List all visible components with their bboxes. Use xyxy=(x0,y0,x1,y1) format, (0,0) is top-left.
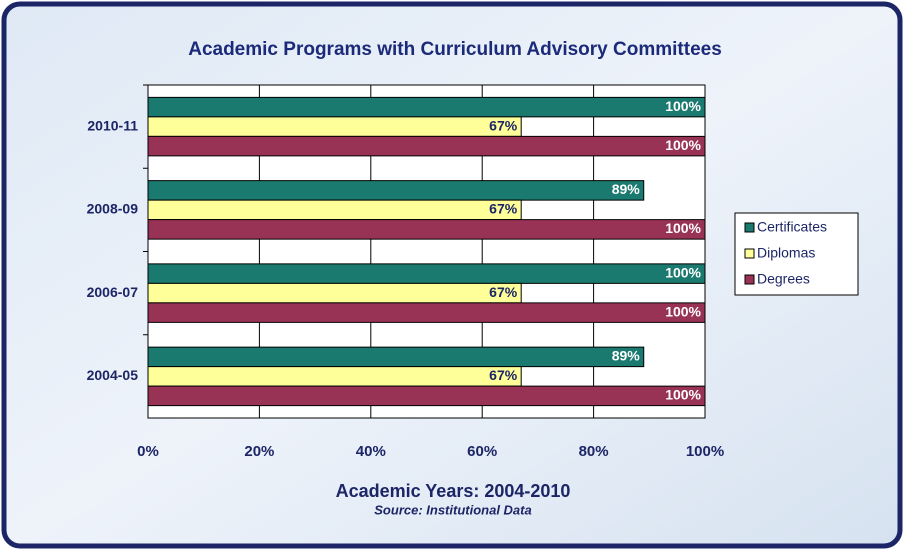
bar xyxy=(147,219,706,240)
data-label: 89% xyxy=(612,348,641,364)
y-tick-label: 2010-11 xyxy=(87,117,138,133)
x-tick-label: 0% xyxy=(137,443,159,460)
bar xyxy=(147,346,645,368)
subtitle: Source: Institutional Data xyxy=(374,502,531,517)
data-label: 67% xyxy=(489,284,518,300)
x-tick-label: 100% xyxy=(686,443,724,460)
legend-swatch xyxy=(744,274,755,285)
x-tick-label: 20% xyxy=(244,443,274,460)
bar xyxy=(147,116,522,137)
legend-swatch xyxy=(744,222,755,233)
legend-label: Certificates xyxy=(757,219,827,235)
legend-label: Diplomas xyxy=(757,245,815,261)
data-label: 67% xyxy=(489,117,518,133)
x-tick-label: 60% xyxy=(467,443,497,460)
bar xyxy=(147,302,706,323)
bar xyxy=(147,96,706,118)
x-tick-label: 80% xyxy=(579,443,609,460)
bar xyxy=(147,263,706,284)
data-label: 67% xyxy=(489,367,518,383)
y-tick-label: 2006-07 xyxy=(87,284,139,300)
plot-border xyxy=(147,84,706,419)
data-label: 67% xyxy=(489,201,518,217)
data-label: 100% xyxy=(665,137,701,153)
bar xyxy=(147,199,522,221)
data-label: 100% xyxy=(665,220,701,236)
bar xyxy=(147,282,522,304)
bar xyxy=(147,180,645,201)
y-tick-label: 2004-05 xyxy=(87,367,139,383)
bar xyxy=(147,366,522,387)
x-axis-title: Academic Years: 2004-2010 xyxy=(336,481,571,501)
legend-box xyxy=(734,212,859,296)
bar xyxy=(147,135,706,157)
data-label: 100% xyxy=(665,387,701,403)
bar xyxy=(147,385,706,407)
legend-swatch xyxy=(744,248,755,259)
x-tick-label: 40% xyxy=(356,443,386,460)
data-label: 100% xyxy=(665,264,701,280)
data-label: 100% xyxy=(665,303,701,319)
legend-label: Degrees xyxy=(757,271,810,287)
y-tick-label: 2008-09 xyxy=(87,201,139,217)
data-label: 100% xyxy=(665,98,701,114)
data-label: 89% xyxy=(612,181,641,197)
chart-title: Academic Programs with Curriculum Adviso… xyxy=(188,39,722,60)
